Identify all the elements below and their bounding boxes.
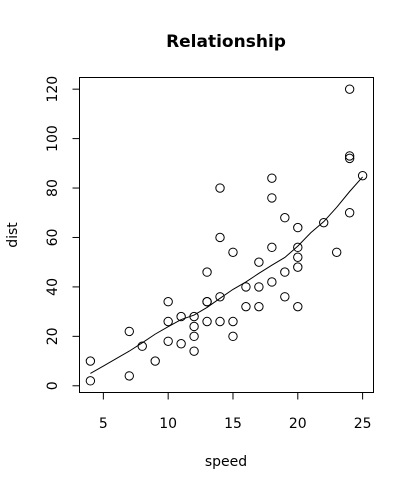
data-point (267, 193, 277, 203)
data-point (215, 316, 225, 327)
data-point (331, 247, 342, 258)
data-point (254, 282, 264, 292)
data-point (189, 311, 199, 322)
data-point (85, 356, 96, 366)
data-point (163, 316, 173, 327)
data-point (163, 336, 173, 346)
y-tick-label: 60 (45, 229, 61, 247)
data-point (241, 301, 251, 312)
data-point (124, 371, 134, 381)
data-point (228, 247, 238, 258)
data-point (176, 339, 186, 349)
data-point (176, 311, 186, 322)
x-tick-label: 20 (289, 416, 307, 432)
y-tick-label: 40 (45, 278, 61, 296)
plot-area-frame (79, 77, 374, 393)
data-point (202, 267, 212, 277)
data-point (254, 257, 264, 267)
data-point (228, 331, 238, 342)
data-point (215, 183, 225, 193)
data-point (280, 212, 290, 223)
data-point (241, 282, 251, 292)
x-tick-label: 5 (99, 416, 108, 432)
data-point (215, 232, 225, 243)
data-points (85, 84, 368, 386)
data-point (85, 376, 96, 386)
smoothed-trend-line (90, 176, 363, 374)
data-point (202, 316, 212, 327)
data-point (344, 84, 355, 94)
data-point (344, 208, 355, 218)
x-tick-label: 25 (354, 416, 372, 432)
data-point (137, 341, 147, 351)
data-point (228, 316, 238, 327)
data-point (280, 292, 290, 302)
chart-title: Relationship (166, 32, 286, 52)
y-axis-label: dist (5, 222, 21, 248)
y-tick-label: 100 (45, 125, 61, 152)
data-point (124, 326, 134, 337)
data-point (267, 242, 277, 253)
x-axis-label: speed (205, 454, 247, 470)
data-point (202, 297, 212, 307)
y-tick-label: 120 (45, 76, 61, 103)
data-point (189, 331, 199, 342)
data-point (267, 173, 277, 183)
x-axis: 5 10 15 20 25 (99, 392, 372, 432)
data-point (293, 222, 303, 233)
data-point (150, 356, 160, 366)
data-point (293, 301, 303, 312)
data-point (293, 262, 303, 272)
data-point (344, 151, 355, 161)
data-point (267, 277, 277, 287)
x-tick-label: 10 (159, 416, 177, 432)
data-point (163, 297, 173, 307)
data-point (293, 252, 303, 262)
y-tick-label: 20 (45, 327, 61, 345)
data-point (189, 346, 199, 356)
data-point (189, 321, 199, 332)
data-point (357, 170, 368, 181)
data-point (215, 292, 225, 302)
y-axis: 0 20 40 60 80 100 120 (45, 76, 80, 390)
x-tick-label: 15 (224, 416, 242, 432)
data-point (344, 153, 355, 164)
data-point (280, 267, 290, 277)
data-point (319, 217, 329, 228)
data-point (254, 301, 264, 312)
y-tick-label: 0 (45, 381, 61, 390)
y-tick-label: 80 (45, 179, 61, 197)
data-point (293, 242, 303, 253)
